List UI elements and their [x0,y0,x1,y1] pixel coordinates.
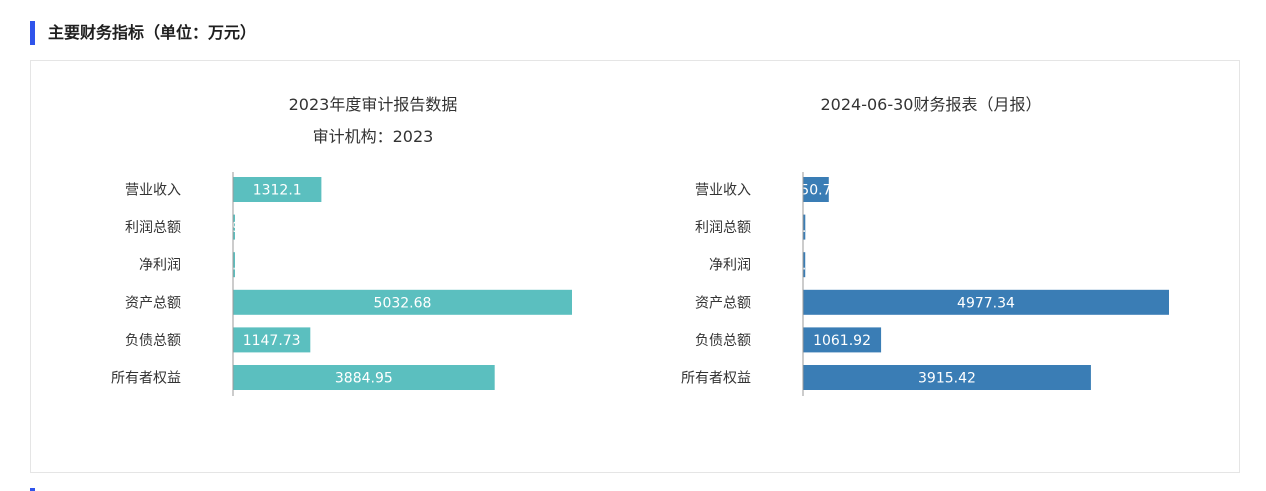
chart-2-category-label: 负债总额 [695,333,751,349]
chart-1-subtitle: 审计机构：2023 [312,127,434,146]
chart-1-value-label: 1147.73 [243,333,301,349]
chart-2-value-label: 31.28 [784,220,824,236]
chart-2-bar [803,327,882,353]
chart-2-bar [803,177,829,202]
chart-1-category-label: 营业收入 [125,183,181,199]
chart-1-bar [233,214,235,240]
chart-2-value-label: 30.47 [784,258,824,274]
chart-1-bar [233,252,235,278]
chart-2-bar [803,214,806,240]
chart-1-bar [233,177,322,202]
chart-1-category-label: 净利润 [139,258,181,274]
chart-2-category-label: 利润总额 [695,220,751,236]
chart-1-title: 2023年度审计报告数据 [288,95,458,114]
section-accent-bar [30,21,35,45]
chart-1-category-label: 利润总额 [125,220,181,236]
chart-2-category-label: 净利润 [709,258,751,274]
chart-2-category-label: 资产总额 [695,295,751,311]
chart-2-value-label: 3915.42 [918,371,976,387]
chart-1-value-label: 1.6 [223,258,245,274]
section-title: 主要财务指标（单位：万元） [48,23,257,42]
chart-2-value-label: 4977.34 [957,295,1015,311]
chart-2-category-label: 所有者权益 [681,371,751,387]
financial-charts-panel: 2023年度审计报告数据 审计机构：2023 2024-06-30财务报表（月报… [30,60,1240,473]
chart-2-bar [803,252,806,278]
chart-1-bar [233,365,495,390]
chart-2-bar [803,289,1169,315]
chart-1-category-label: 资产总额 [125,295,181,311]
chart-1-value-label: 5032.68 [374,295,432,311]
chart-1-category-label: 所有者权益 [111,371,181,387]
bar-charts-svg: 营业收入 1312.1 利润总额 9.93 净利润 1.6 资产总额 5032.68 负债总额 1… [111,172,1169,396]
chart-2-value-label: 350.78 [791,183,840,199]
chart-1-value-label: 9.93 [218,220,249,236]
chart-1-bar [233,327,311,353]
chart-2-value-label: 1061.92 [813,333,871,349]
chart-1-value-label: 3884.95 [335,371,393,387]
chart-2-bar [803,365,1091,390]
chart-1-bar [233,289,572,315]
chart-1-value-label: 1312.1 [253,183,302,199]
next-section-accent [30,488,35,491]
chart-1-category-label: 负债总额 [125,333,181,349]
chart-2-title: 2024-06-30财务报表（月报） [820,95,1042,114]
chart-2-category-label: 营业收入 [695,183,751,199]
